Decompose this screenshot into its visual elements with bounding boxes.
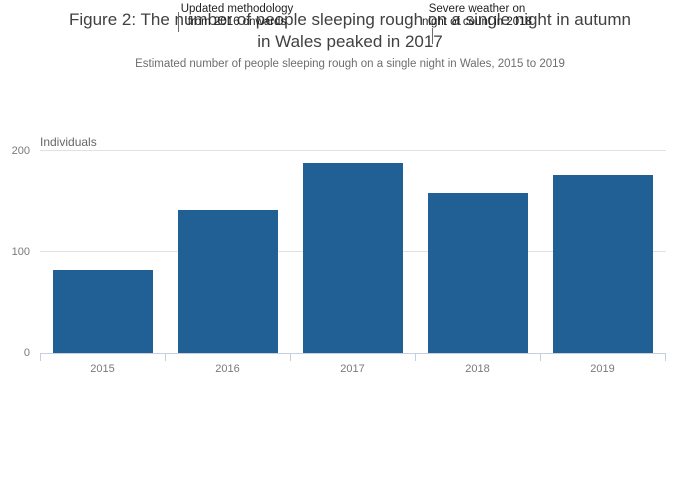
annotation-pointer-line: [178, 12, 179, 32]
x-axis-tick: [290, 353, 291, 361]
y-axis-title: Individuals: [40, 135, 97, 149]
bar-2019: [552, 174, 653, 353]
y-tick-label-100: 100: [11, 245, 30, 258]
y-tick-label-0: 0: [23, 347, 30, 359]
chart-title-line-1: Figure 2: The number of people sleeping …: [68, 10, 631, 29]
x-axis-tick: [165, 353, 166, 361]
x-tick-label-2019: 2019: [590, 363, 615, 375]
chart-title: Figure 2: The number of people sleeping …: [0, 9, 700, 53]
annotation-line: night of count in 2018: [422, 16, 532, 28]
bar-2015: [52, 269, 153, 353]
chart-title-line-2: in Wales peaked in 2017: [257, 32, 443, 51]
x-tick-label-2018: 2018: [465, 363, 490, 375]
annotation-updated-methodology: Updated methodology from 2016 onwards: [181, 3, 294, 29]
bar-2017: [302, 162, 403, 353]
bar-2018: [427, 193, 528, 353]
bar-2016: [177, 210, 278, 353]
x-axis-tick: [415, 353, 416, 361]
x-tick-label-2017: 2017: [340, 363, 365, 375]
gridline-200: [40, 150, 666, 151]
annotation-severe-weather: Severe weather on night of count in 2018: [422, 3, 532, 29]
chart-subtitle: Estimated number of people sleeping roug…: [135, 58, 565, 70]
annotation-line: Severe weather on: [428, 3, 526, 15]
annotation-pointer-line: [432, 28, 433, 44]
annotation-line: Updated methodology: [180, 3, 294, 15]
annotation-line: from 2016 onwards: [187, 16, 287, 28]
x-tick-label-2015: 2015: [90, 363, 115, 375]
x-axis-tick: [40, 353, 41, 361]
x-axis-line: [40, 353, 666, 354]
y-tick-label-200: 200: [11, 144, 30, 157]
x-axis-tick: [540, 353, 541, 361]
x-axis-tick: [665, 353, 666, 361]
x-tick-label-2016: 2016: [215, 363, 240, 375]
